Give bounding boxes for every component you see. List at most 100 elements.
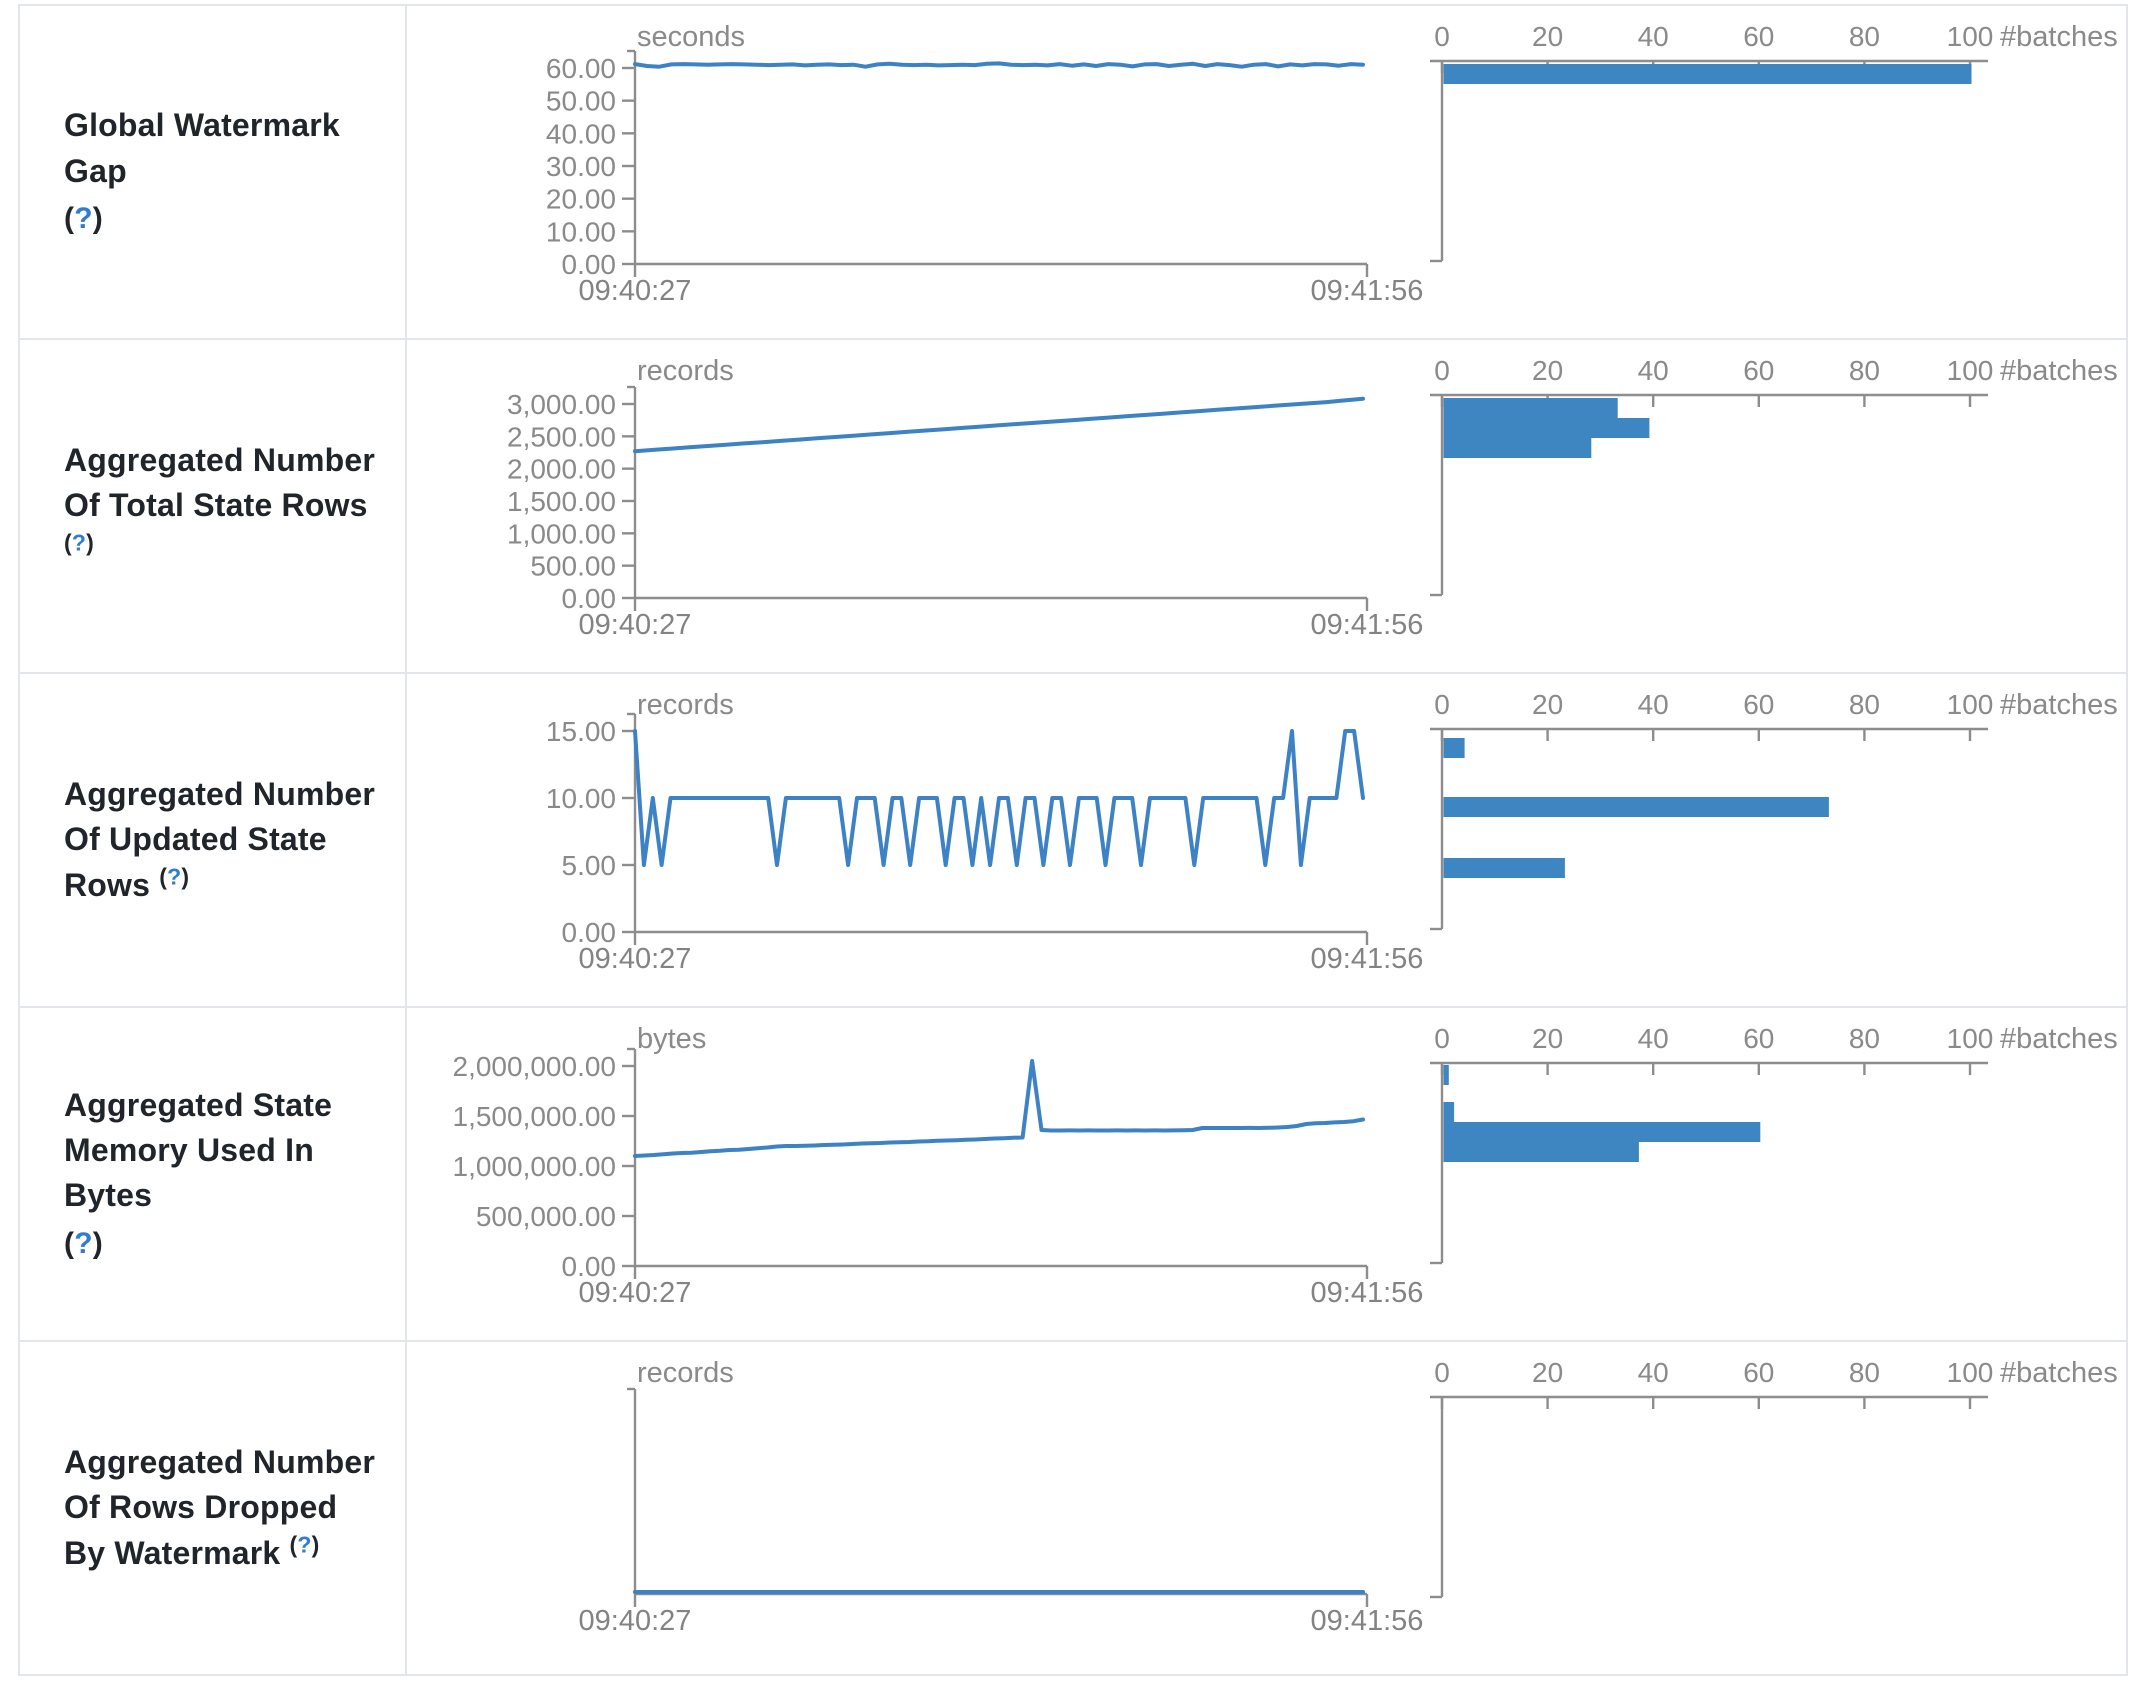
batches-axis-tick-label: 60 bbox=[1743, 21, 1774, 52]
batches-axis-tick-label: 80 bbox=[1849, 355, 1880, 386]
y-axis-tick-label: 15.00 bbox=[546, 716, 616, 747]
x-axis-start-time: 09:40:27 bbox=[579, 943, 692, 975]
x-axis-end-time: 09:41:56 bbox=[1311, 1605, 1424, 1637]
batches-histogram-bar bbox=[1443, 797, 1829, 817]
histogram-cell: 0 20 40 60 80 100 #batches bbox=[1422, 6, 2132, 338]
batches-histogram-bar bbox=[1443, 1142, 1639, 1162]
timeline-chart: seconds 60.0050.0040.0030.0020.0010.000.0… bbox=[546, 21, 1424, 307]
batches-axis-tick-label: 40 bbox=[1638, 21, 1669, 52]
batches-axis-tick-label: 20 bbox=[1532, 1357, 1563, 1388]
x-axis-end-time: 09:41:56 bbox=[1311, 943, 1424, 975]
batches-axis-label: #batches bbox=[2000, 1023, 2118, 1055]
batches-axis-tick-label: 20 bbox=[1532, 21, 1563, 52]
batches-axis-tick-label: 40 bbox=[1638, 1023, 1669, 1054]
metric-label: Aggregated State Memory Used In Bytes (?… bbox=[64, 1083, 385, 1266]
timeline-chart: bytes 2,000,000.00 1,500,000.00 1,000,000.0… bbox=[453, 1023, 1424, 1309]
y-axis-tick-label: 10.00 bbox=[546, 216, 616, 247]
x-axis-start-time: 09:40:27 bbox=[579, 275, 692, 307]
y-axis-tick-label: 50.00 bbox=[546, 86, 616, 117]
help-link[interactable]: (?) bbox=[64, 1226, 103, 1260]
streaming-statistics-table: Global Watermark Gap (?) seconds 60.00 50.… bbox=[18, 4, 2128, 1676]
batches-histogram-bar bbox=[1443, 418, 1650, 438]
timeline-cell: records 09:40:27 09:41:56 bbox=[407, 1342, 1424, 1674]
x-axis-start-time: 09:40:27 bbox=[579, 609, 692, 641]
metric-row-total-state-rows: Aggregated Number Of Total State Rows (?… bbox=[20, 338, 2126, 672]
y-axis-tick-label: 500,000.00 bbox=[476, 1201, 616, 1232]
timeline-cell: records 15.00 10.00 5.00 0.00 09:40:27 09:41:5… bbox=[407, 674, 1424, 1006]
histogram-cell: 0 20 40 60 80 100 #batches bbox=[1422, 1008, 2132, 1340]
histogram-chart: 0 20 40 60 80 100 #batches bbox=[1430, 1023, 2118, 1265]
batches-axis-tick-label: 60 bbox=[1743, 1023, 1774, 1054]
x-axis-end-time: 09:41:56 bbox=[1311, 1277, 1424, 1309]
batches-histogram-bar bbox=[1443, 858, 1565, 878]
batches-axis-tick-label: 100 bbox=[1947, 1357, 1994, 1388]
metric-timeline-line bbox=[633, 396, 1365, 454]
x-axis-start-time: 09:40:27 bbox=[579, 1277, 692, 1309]
metric-label: Aggregated Number Of Total State Rows (?… bbox=[64, 438, 385, 574]
y-axis-unit-label: bytes bbox=[637, 1023, 706, 1055]
metric-name: Aggregated State Memory Used In Bytes bbox=[64, 1086, 333, 1214]
y-axis-tick-label: 0.00 bbox=[562, 1251, 617, 1282]
metric-label: Aggregated Number Of Updated State Rows … bbox=[64, 772, 385, 908]
metric-row-state-memory-used: Aggregated State Memory Used In Bytes (?… bbox=[20, 1006, 2126, 1340]
x-axis-end-time: 09:41:56 bbox=[1311, 609, 1424, 641]
batches-axis-tick-label: 100 bbox=[1947, 689, 1994, 720]
metric-label-cell: Global Watermark Gap (?) bbox=[20, 6, 407, 338]
batches-axis-tick-label: 100 bbox=[1947, 1023, 1994, 1054]
metric-label: Global Watermark Gap (?) bbox=[64, 103, 385, 240]
metric-name: Global Watermark Gap bbox=[64, 107, 340, 189]
y-axis-unit-label: records bbox=[637, 689, 734, 721]
y-axis-tick-label: 0.00 bbox=[562, 583, 617, 614]
timeline-cell: seconds 60.00 50.00 40.00 30.00 20.00 10.00 0.0… bbox=[407, 6, 1424, 338]
help-link[interactable]: (?) bbox=[289, 1531, 320, 1558]
batches-axis-tick-label: 20 bbox=[1532, 689, 1563, 720]
timeline-cell: records 3,000.00 2,500.00 2,000.00 1,500.00 1… bbox=[407, 340, 1424, 672]
y-axis-tick-label: 2,000,000.00 bbox=[453, 1051, 617, 1082]
help-link[interactable]: (?) bbox=[64, 202, 103, 236]
timeline-chart: records 09:40:27 09:41:56 bbox=[579, 1357, 1424, 1637]
y-axis-tick-label: 1,000.00 bbox=[507, 518, 616, 549]
y-axis-tick-label: 500.00 bbox=[530, 551, 616, 582]
metric-name: Aggregated Number Of Updated State Rows bbox=[64, 775, 375, 903]
help-link[interactable]: (?) bbox=[64, 529, 94, 556]
batches-axis-tick-label: 40 bbox=[1638, 355, 1669, 386]
question-mark-icon[interactable]: ? bbox=[71, 529, 87, 556]
metric-label-cell: Aggregated Number Of Rows Dropped By Wat… bbox=[20, 1342, 407, 1674]
batches-axis-label: #batches bbox=[2000, 1357, 2118, 1389]
y-axis-unit-label: records bbox=[637, 355, 734, 387]
batches-histogram-bar bbox=[1443, 438, 1592, 458]
batches-axis-tick-label: 0 bbox=[1434, 1023, 1450, 1054]
y-axis-tick-label: 2,500.00 bbox=[507, 421, 616, 452]
metric-timeline-line bbox=[633, 61, 1365, 69]
y-axis-tick-label: 2,000.00 bbox=[507, 454, 616, 485]
batches-axis-tick-label: 80 bbox=[1849, 21, 1880, 52]
batches-axis-tick-label: 20 bbox=[1532, 355, 1563, 386]
batches-histogram-bar bbox=[1443, 1102, 1455, 1122]
batches-axis-tick-label: 0 bbox=[1434, 689, 1450, 720]
batches-axis-tick-label: 40 bbox=[1638, 1357, 1669, 1388]
batches-axis-label: #batches bbox=[2000, 689, 2118, 721]
batches-axis-label: #batches bbox=[2000, 355, 2118, 387]
histogram-cell: 0 20 40 60 80 100 #batches bbox=[1422, 340, 2132, 672]
batches-axis-tick-label: 80 bbox=[1849, 1023, 1880, 1054]
help-link[interactable]: (?) bbox=[159, 863, 190, 890]
y-axis-tick-label: 5.00 bbox=[562, 850, 617, 881]
question-mark-icon[interactable]: ? bbox=[167, 863, 182, 890]
y-axis-tick-label: 20.00 bbox=[546, 184, 616, 215]
y-axis-tick-label: 40.00 bbox=[546, 118, 616, 149]
question-mark-icon[interactable]: ? bbox=[297, 1531, 312, 1558]
metric-timeline-line bbox=[633, 729, 1365, 867]
question-mark-icon[interactable]: ? bbox=[74, 202, 93, 236]
histogram-cell: 0 20 40 60 80 100 #batches bbox=[1422, 674, 2132, 1006]
batches-axis-tick-label: 40 bbox=[1638, 689, 1669, 720]
metric-name: Aggregated Number Of Total State Rows bbox=[64, 441, 375, 524]
batches-histogram-bar bbox=[1443, 1122, 1761, 1142]
y-axis-tick-label: 3,000.00 bbox=[507, 389, 616, 420]
metric-label-cell: Aggregated State Memory Used In Bytes (?… bbox=[20, 1008, 407, 1340]
y-axis-tick-label: 10.00 bbox=[546, 783, 616, 814]
y-axis-unit-label: seconds bbox=[637, 21, 745, 53]
histogram-chart: 0 20 40 60 80 100 #batches bbox=[1430, 689, 2118, 931]
batches-histogram-bar bbox=[1443, 64, 1972, 84]
question-mark-icon[interactable]: ? bbox=[74, 1226, 93, 1260]
